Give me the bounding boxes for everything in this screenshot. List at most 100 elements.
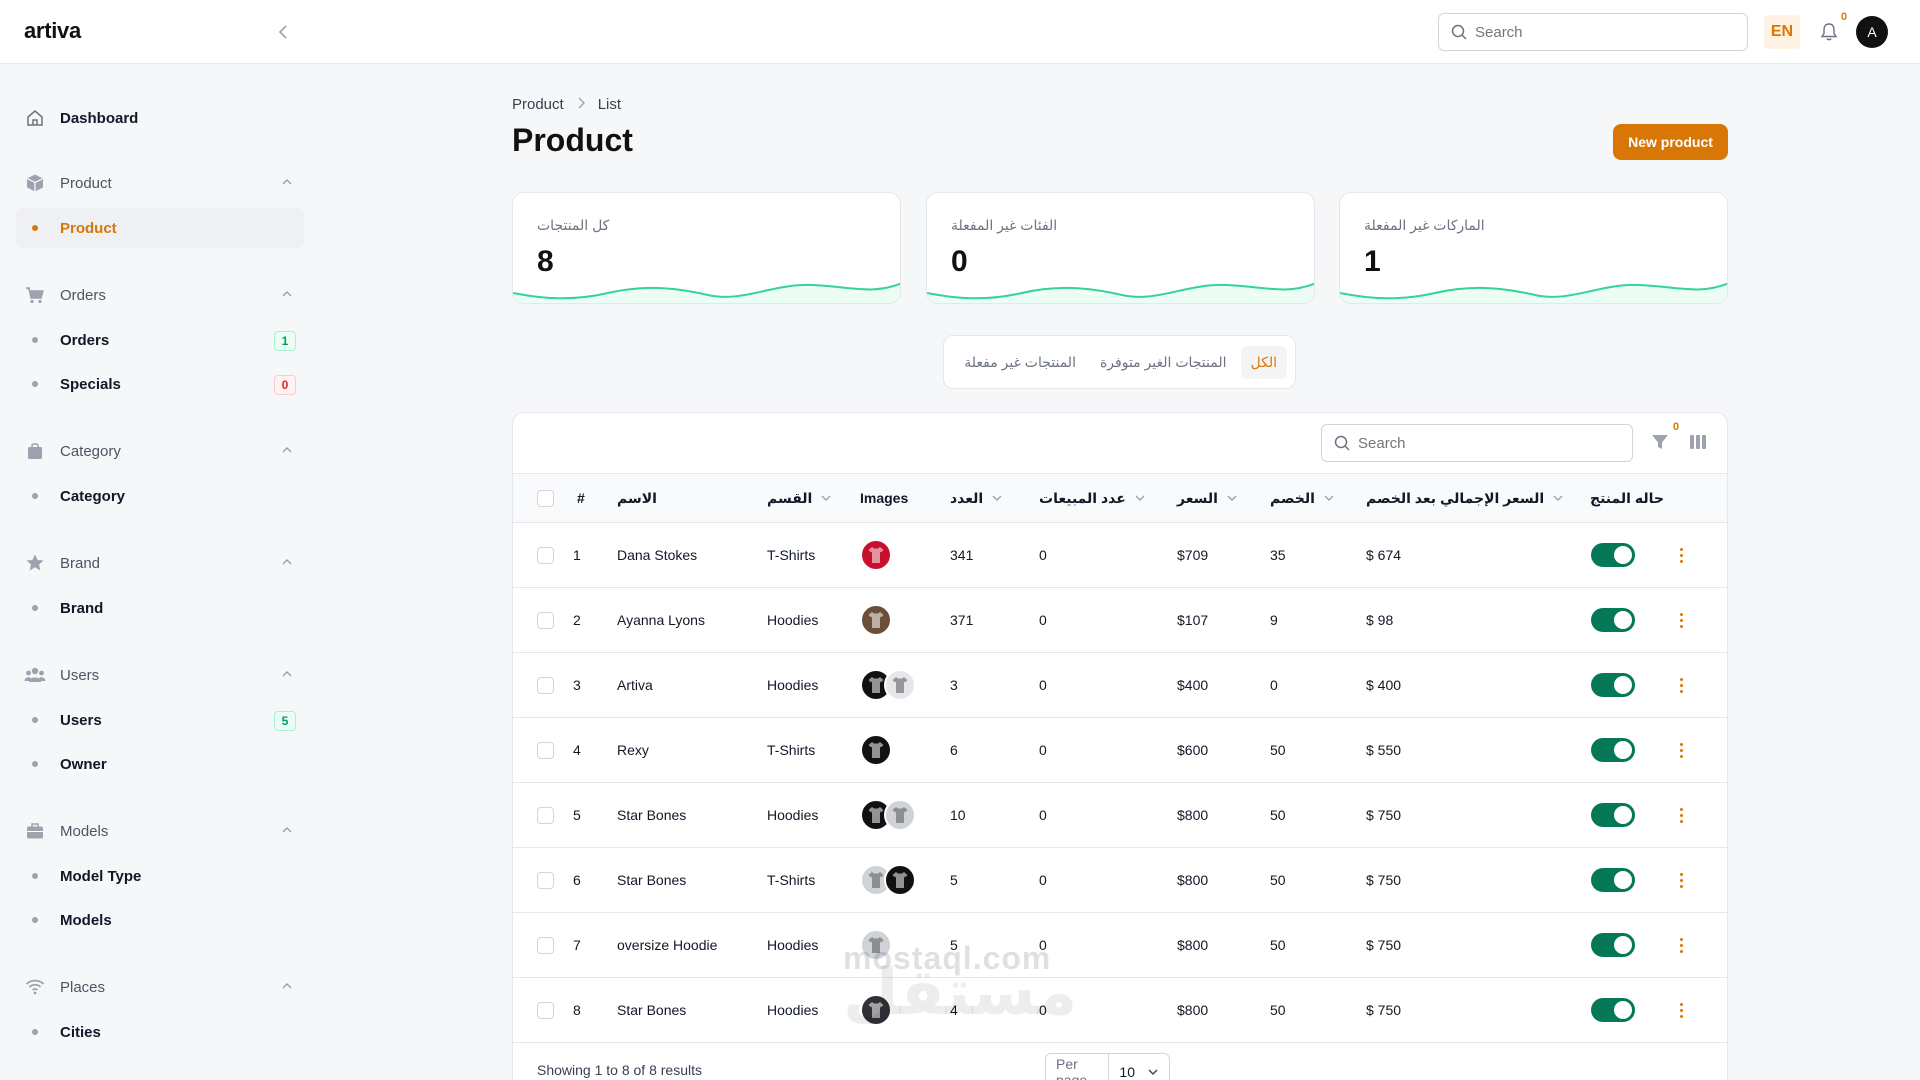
table-row[interactable]: 3 Artiva Hoodies 3 0 $400 0 $ 400 (513, 653, 1727, 718)
sidebar-item-models[interactable]: Models (16, 900, 304, 940)
product-thumbnail[interactable] (860, 539, 892, 571)
row-checkbox[interactable] (537, 936, 554, 954)
table-search[interactable] (1321, 424, 1633, 462)
cell-category: T-Shirts (767, 872, 816, 888)
bullet-dot (32, 1029, 38, 1035)
row-actions-icon[interactable] (1671, 543, 1691, 567)
per-page-value[interactable]: 10 (1109, 1064, 1169, 1080)
table-row[interactable]: 2 Ayanna Lyons Hoodies 371 0 $107 9 $ 98 (513, 588, 1727, 653)
chevron-down-icon (1148, 1069, 1158, 1075)
sidebar-item-model-type[interactable]: Model Type (16, 856, 304, 896)
cell-images (860, 523, 892, 587)
tab-inactive[interactable]: المنتجات غير مفعلة (964, 353, 1076, 370)
app-logo[interactable]: artiva (24, 18, 81, 43)
status-toggle[interactable] (1591, 673, 1635, 697)
sidebar-group-users[interactable]: Users (24, 660, 294, 690)
row-checkbox[interactable] (537, 1001, 554, 1019)
sidebar-item-owner[interactable]: Owner (16, 744, 304, 784)
row-actions-icon[interactable] (1671, 608, 1691, 632)
new-product-button[interactable]: New product (1613, 124, 1728, 160)
columns-toggle-button[interactable] (1685, 429, 1711, 455)
stat-value: 1 (1364, 245, 1381, 278)
product-thumbnail[interactable] (860, 994, 892, 1026)
product-thumbnail[interactable] (884, 799, 916, 831)
row-actions-icon[interactable] (1671, 868, 1691, 892)
sidebar-item-label: Dashboard (60, 109, 139, 127)
column-name[interactable]: الاسم (617, 474, 657, 522)
avatar[interactable]: A (1856, 16, 1888, 48)
stat-value: 8 (537, 245, 554, 278)
sidebar-item-category[interactable]: Category (16, 476, 304, 516)
status-toggle[interactable] (1591, 543, 1635, 567)
product-thumbnail[interactable] (860, 604, 892, 636)
row-actions-icon[interactable] (1671, 738, 1691, 762)
sidebar-group-category[interactable]: Category (24, 436, 294, 466)
product-thumbnail[interactable] (860, 929, 892, 961)
column-discount[interactable]: الخصم (1270, 474, 1335, 522)
tab-all[interactable]: الكل (1240, 345, 1287, 379)
table-search-input[interactable] (1358, 434, 1618, 452)
row-actions-icon[interactable] (1671, 803, 1691, 827)
row-actions-icon[interactable] (1671, 933, 1691, 957)
table-row[interactable]: 6 Star Bones T-Shirts 5 0 $800 50 $ 750 (513, 848, 1727, 913)
per-page-select[interactable]: Per page 10 (1045, 1053, 1170, 1080)
breadcrumb-product-link[interactable]: Product (512, 96, 564, 113)
sidebar-group-places[interactable]: Places (24, 972, 294, 1002)
column-total[interactable]: السعر الإجمالي بعد الخصم (1366, 474, 1564, 522)
sidebar-item-users[interactable]: Users 5 (16, 700, 304, 740)
table-row[interactable]: 7 oversize Hoodie Hoodies 5 0 $800 50 $ 750 (513, 913, 1727, 978)
language-toggle-button[interactable]: EN (1764, 15, 1800, 49)
table-row[interactable]: 4 Rexy T-Shirts 6 0 $600 50 $ 550 (513, 718, 1727, 783)
column-sales[interactable]: عدد المبيعات (1039, 474, 1146, 522)
row-checkbox[interactable] (537, 546, 554, 564)
column-label: الخصم (1270, 489, 1315, 506)
row-checkbox[interactable] (537, 611, 554, 629)
row-checkbox[interactable] (537, 741, 554, 759)
bullet-dot (32, 717, 38, 723)
select-all-checkbox[interactable] (537, 489, 554, 507)
sidebar-item-brand[interactable]: Brand (16, 588, 304, 628)
sidebar-group-product[interactable]: Product (24, 168, 294, 198)
column-count[interactable]: العدد (950, 474, 1003, 522)
cell-name: oversize Hoodie (617, 937, 718, 953)
cell-price: $709 (1177, 547, 1209, 563)
column-price[interactable]: السعر (1177, 474, 1238, 522)
filter-button[interactable] (1647, 429, 1673, 455)
row-actions-icon[interactable] (1671, 673, 1691, 697)
sidebar-group-brand[interactable]: Brand (24, 548, 294, 578)
notifications-button[interactable] (1815, 18, 1843, 46)
sidebar-item-dashboard[interactable]: Dashboard (24, 103, 294, 133)
global-search-input[interactable] (1475, 23, 1735, 41)
status-toggle[interactable] (1591, 868, 1635, 892)
status-toggle[interactable] (1591, 998, 1635, 1022)
sidebar-item-orders[interactable]: Orders 1 (16, 320, 304, 360)
sidebar-group-models[interactable]: Models (24, 816, 294, 846)
collapse-sidebar-button[interactable] (270, 18, 298, 46)
product-thumbnail[interactable] (884, 864, 916, 896)
product-thumbnail[interactable] (860, 734, 892, 766)
table-row[interactable]: 5 Star Bones Hoodies 10 0 $800 50 $ 750 (513, 783, 1727, 848)
product-thumbnail[interactable] (860, 864, 892, 896)
cell-total: $ 98 (1366, 612, 1394, 628)
sidebar-item-cities[interactable]: Cities (16, 1012, 304, 1052)
status-toggle[interactable] (1591, 738, 1635, 762)
row-checkbox[interactable] (537, 676, 554, 694)
row-actions-icon[interactable] (1671, 998, 1691, 1022)
row-checkbox[interactable] (537, 806, 554, 824)
status-toggle[interactable] (1591, 803, 1635, 827)
global-search[interactable] (1438, 13, 1748, 51)
row-checkbox[interactable] (537, 871, 554, 889)
cell-discount: 50 (1270, 742, 1286, 758)
sidebar-group-orders[interactable]: Orders (24, 280, 294, 310)
product-thumbnail[interactable] (884, 669, 916, 701)
tab-out-of-stock[interactable]: المنتجات الغير متوفرة (1099, 353, 1227, 370)
table-row[interactable]: 8 Star Bones Hoodies 4 0 $800 50 $ 750 (513, 978, 1727, 1043)
sidebar-item-product[interactable]: Product (16, 208, 304, 248)
table-row[interactable]: 1 Dana Stokes T-Shirts 341 0 $709 35 $ 674 (513, 523, 1727, 588)
column-category[interactable]: القسم (767, 474, 832, 522)
stat-label: الفئات غير المفعلة (951, 217, 1058, 233)
status-toggle[interactable] (1591, 933, 1635, 957)
status-toggle[interactable] (1591, 608, 1635, 632)
sidebar-item-specials[interactable]: Specials 0 (16, 364, 304, 404)
cell-name: Star Bones (617, 1002, 687, 1018)
